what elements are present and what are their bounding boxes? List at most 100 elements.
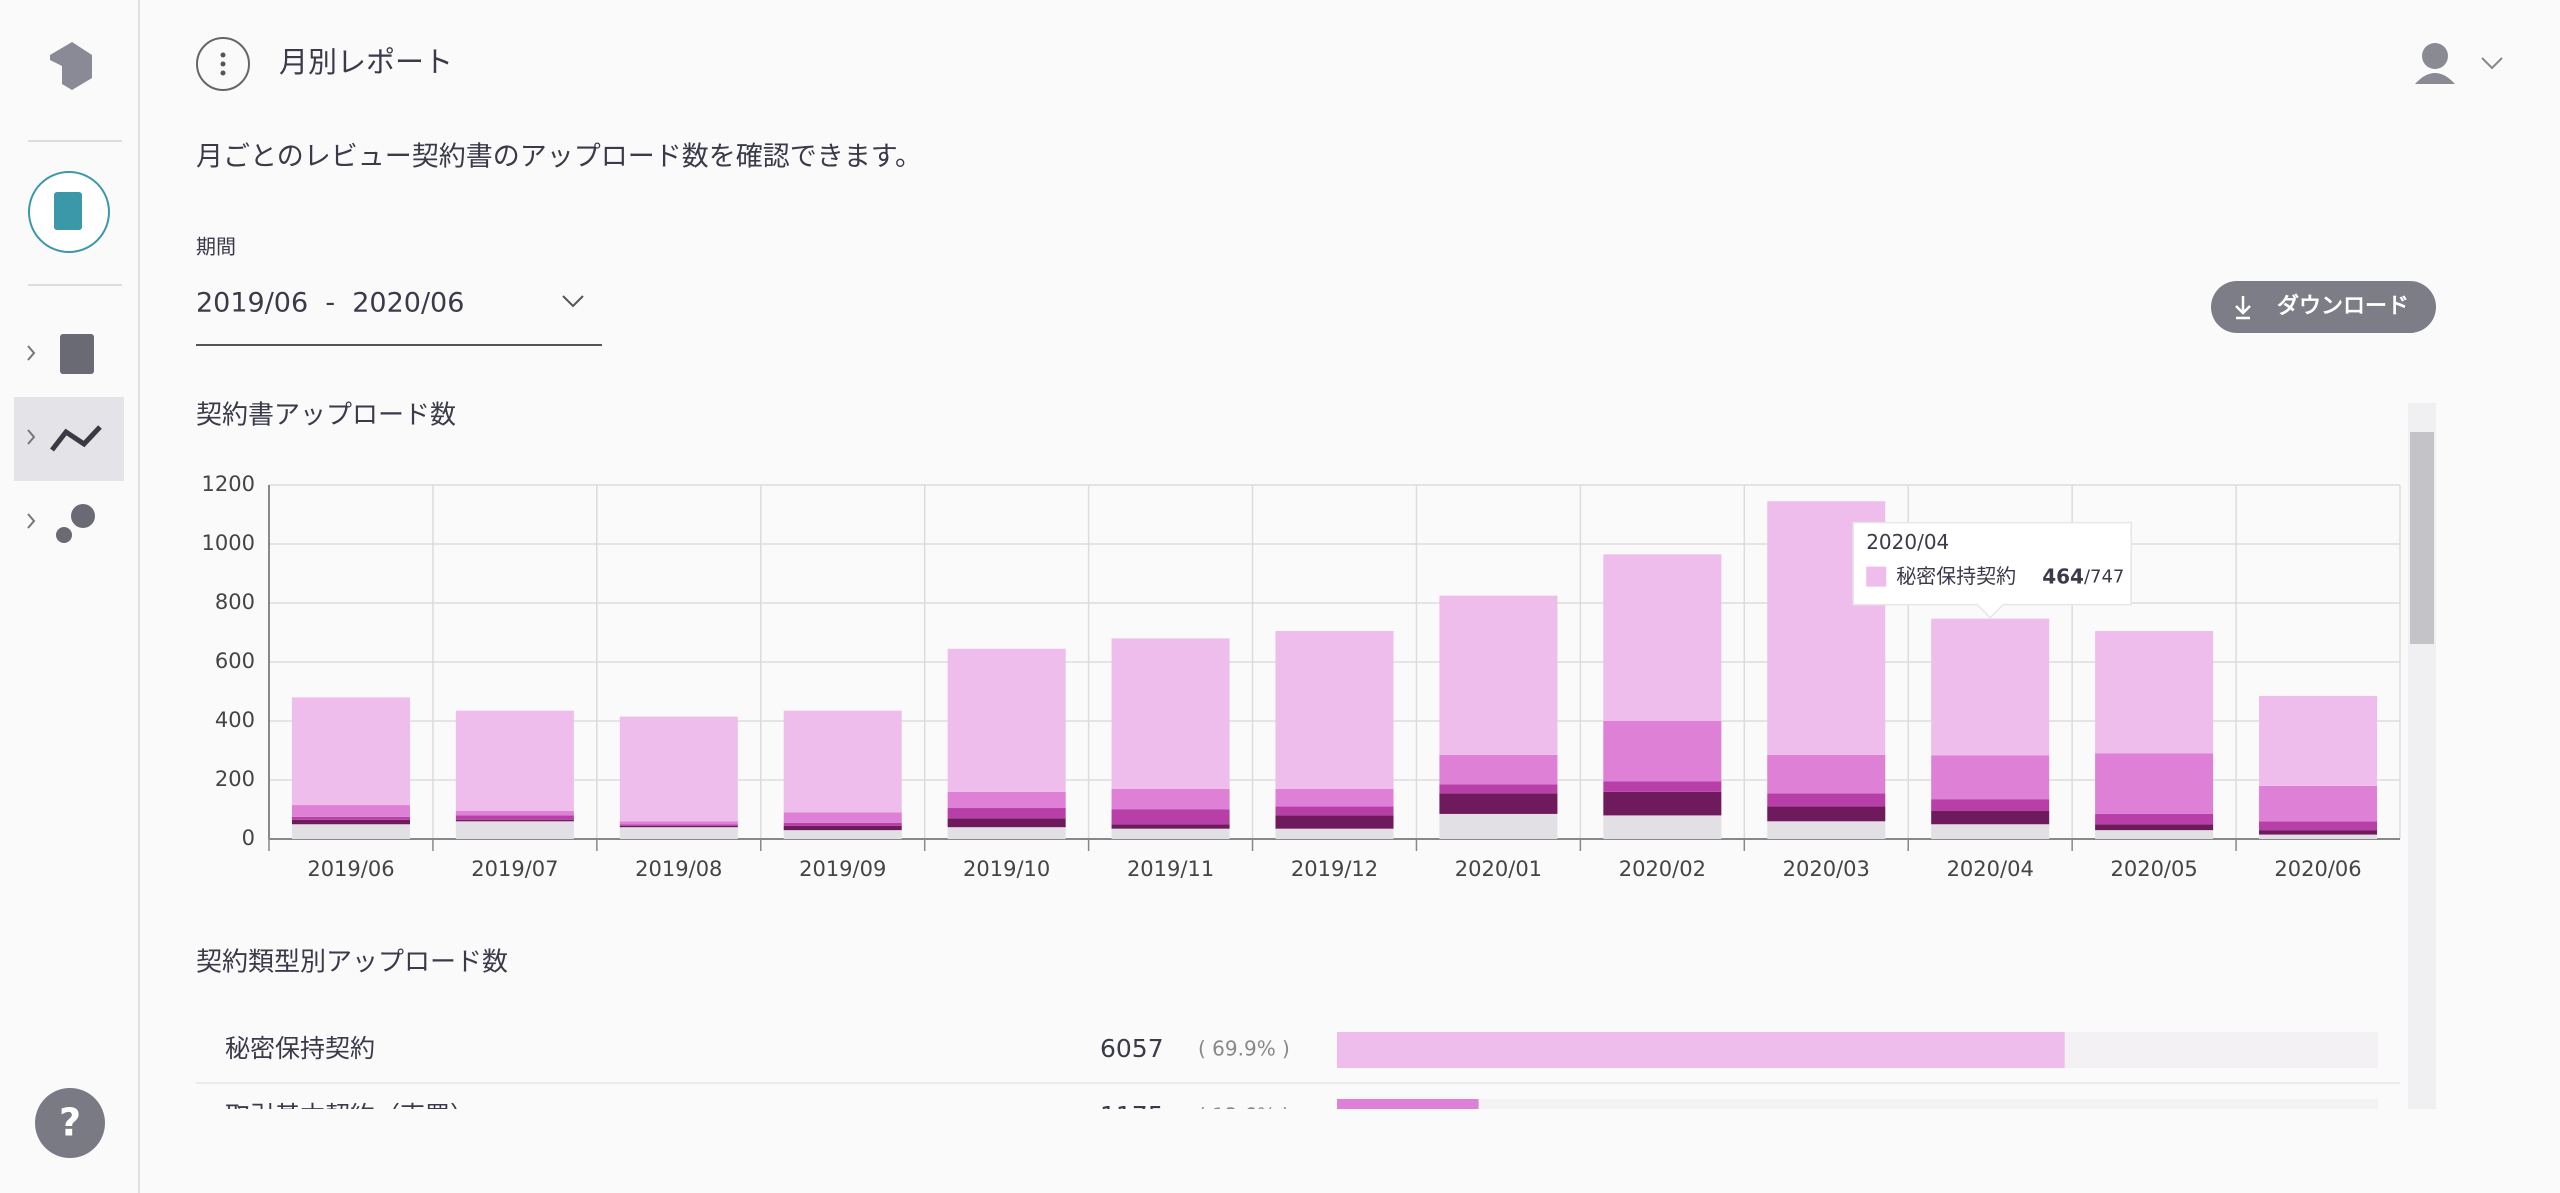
breakdown-title: 契約類型別アップロード数	[196, 948, 508, 978]
x-tick-label: 2020/01	[1455, 857, 1542, 881]
bar-segment	[291, 816, 410, 820]
bar-segment	[2095, 824, 2214, 831]
menu-dot	[220, 61, 226, 67]
expand-arrow[interactable]	[27, 345, 36, 361]
logo[interactable]	[50, 42, 92, 90]
period-dropdown[interactable]	[562, 295, 584, 308]
tooltip-value-number: 464	[2042, 564, 2084, 588]
bar-segment	[619, 716, 738, 822]
bar-segment	[455, 821, 574, 839]
bar-segment	[2095, 753, 2214, 814]
bar-segment	[783, 830, 902, 839]
bar-segment	[291, 697, 410, 806]
bar-segment	[1439, 793, 1558, 814]
menu-dot	[220, 52, 226, 58]
x-tick-label: 2020/06	[2274, 857, 2361, 881]
bar-segment	[1603, 815, 1722, 839]
bar-segment	[2095, 813, 2214, 825]
bar-segment	[455, 810, 574, 816]
x-tick-label: 2020/05	[2110, 857, 2197, 881]
row-share: ( 69.9% )	[1198, 1037, 1290, 1061]
bar-segment	[1111, 638, 1230, 789]
bar-segment	[619, 821, 738, 825]
y-tick-label: 0	[242, 826, 255, 850]
x-tick-label: 2019/10	[963, 857, 1050, 881]
user-icon[interactable]	[2415, 73, 2455, 84]
settings-icon[interactable]	[56, 527, 72, 543]
tooltip-value: 464/747	[2042, 564, 2124, 588]
period-label: 期間	[196, 235, 236, 259]
settings-icon[interactable]	[71, 504, 95, 528]
x-tick-label: 2019/06	[307, 857, 394, 881]
expand-arrow[interactable]	[27, 513, 36, 529]
bar-segment	[1111, 788, 1230, 810]
x-tick-label: 2020/04	[1947, 857, 2034, 881]
bar-segment	[2259, 695, 2378, 786]
bar-segment	[1439, 754, 1558, 785]
bar-segment	[1111, 824, 1230, 829]
bar-segment	[1931, 810, 2050, 825]
download-label[interactable]: ダウンロード	[2277, 293, 2409, 319]
description: 月ごとのレビュー契約書のアップロード数を確認できます。	[196, 142, 922, 173]
breakdown-list: 秘密保持契約 6057 ( 69.9% ) 取引基本契約（売買） 1175 ( 13.6%…	[196, 1032, 2400, 1130]
bar-segment	[783, 822, 902, 826]
download-button[interactable]	[2211, 281, 2436, 333]
chart-title: 契約書アップロード数	[196, 401, 456, 431]
row-bar-track	[1337, 1099, 2378, 1109]
download-icon	[2235, 296, 2251, 320]
chart-icon[interactable]	[50, 425, 102, 452]
y-tick-label: 200	[215, 767, 255, 791]
bar-segment	[947, 818, 1066, 828]
bar-segment	[2259, 821, 2378, 831]
bar-segment	[1767, 754, 1886, 794]
book-icon[interactable]	[60, 334, 94, 374]
expand-arrow[interactable]	[27, 429, 36, 445]
row-count: 1175	[1100, 1101, 1164, 1130]
user-menu-arrow[interactable]	[2481, 57, 2503, 70]
bar-segment	[1603, 781, 1722, 792]
help-label[interactable]: ?	[59, 1101, 81, 1145]
bar-segment	[1111, 828, 1230, 839]
menu-button[interactable]	[196, 37, 250, 91]
bar-segment	[1931, 618, 2050, 756]
x-tick-label: 2019/08	[635, 857, 722, 881]
bar-segment	[783, 710, 902, 813]
y-tick-label: 1000	[202, 531, 255, 555]
x-tick-label: 2019/12	[1291, 857, 1378, 881]
bar-segment	[1603, 791, 1722, 816]
scrollbar-thumb[interactable]	[2410, 432, 2434, 644]
y-tick-label: 1200	[202, 472, 255, 496]
tooltip-swatch	[1866, 566, 1887, 587]
bar-segment	[455, 819, 574, 822]
bar-segment	[1767, 821, 1886, 839]
bar-segment	[947, 827, 1066, 839]
chart: 0 200 400 600 800 1000 1200 2019/06 2019/07 2019/…	[202, 472, 2401, 881]
bar-segment	[1275, 815, 1394, 829]
x-tick-label: 2019/09	[799, 857, 886, 881]
bar-segment	[619, 827, 738, 839]
row-bar	[1337, 1032, 2065, 1068]
nav-active[interactable]	[14, 397, 124, 481]
help-button[interactable]	[35, 1088, 105, 1158]
bar-segment	[2095, 631, 2214, 754]
tooltip-box	[1852, 521, 2132, 619]
tooltip-total: /747	[2084, 567, 2124, 588]
bar-segment	[1275, 806, 1394, 816]
bar-segment	[1931, 755, 2050, 800]
bar-segment	[2259, 834, 2378, 839]
row-bar	[1337, 1099, 1479, 1109]
bar-segment	[783, 812, 902, 823]
row-count: 6057	[1100, 1034, 1164, 1063]
bar-segment	[619, 825, 738, 828]
period-value[interactable]: 2019/06 - 2020/06	[196, 288, 464, 319]
bar-segment	[947, 791, 1066, 809]
tooltip-series: 秘密保持契約	[1896, 564, 2016, 588]
x-tick-label: 2020/02	[1619, 857, 1706, 881]
bar-segment	[947, 648, 1066, 792]
user-icon[interactable]	[2422, 43, 2448, 69]
bar-segment	[1111, 809, 1230, 825]
bar-segment	[1439, 595, 1558, 755]
